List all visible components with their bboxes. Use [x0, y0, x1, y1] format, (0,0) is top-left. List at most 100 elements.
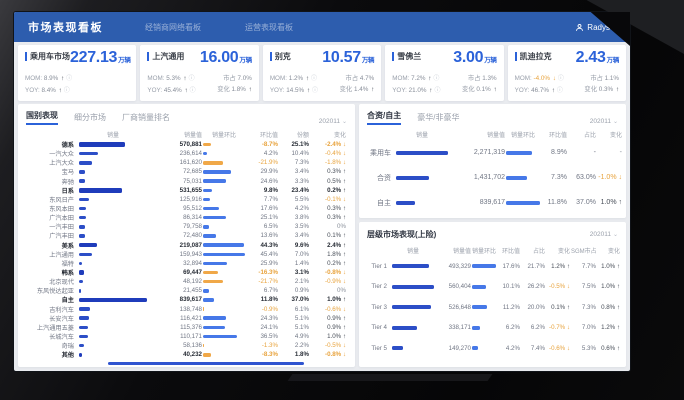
up-arrow-icon: ↑	[428, 75, 432, 83]
share-value: 3.4%	[294, 168, 309, 176]
table-row[interactable]: 奇瑞 58,136 -1.3% 2.2% -0.5% ↓	[26, 341, 347, 350]
table-row[interactable]: 上汽通用五菱 115,376 24.1% 5.1% 0.9% ↑	[26, 323, 347, 332]
share-change: 0.5% ↑	[327, 177, 346, 185]
sales-value: 48,192	[183, 278, 202, 286]
table-row[interactable]: 一汽大众 236,614 4.2% 10.4% -0.4% ↓	[26, 149, 347, 158]
share-change: -0.7% ↓	[549, 324, 570, 332]
mom-value: 6.7%	[263, 287, 278, 295]
row-label: 上汽大众	[49, 160, 74, 168]
table-row[interactable]: 广汽丰田 72,480 13.6% 3.4% 0.1% ↑	[26, 231, 347, 240]
table-row[interactable]: 北京现代 48,192 -21.7% 2.1% -0.9% ↓	[26, 277, 347, 286]
share-change: -0.4% ↓	[325, 150, 346, 158]
mom-bar	[203, 177, 245, 186]
table-row[interactable]: Tier 4 338,171 6.2% 6.2% -0.7% ↓ 7.0% 1.2% ↑	[367, 318, 620, 339]
table-row[interactable]: 奔驰 75,031 24.6% 3.3% 0.5% ↑	[26, 177, 347, 186]
table-row[interactable]: 合资 1,431,702 7.3% 63.0% -1.0% ↓	[367, 165, 622, 190]
column-header: 变化	[609, 133, 622, 139]
table-row[interactable]: Tier 5 149,270 4.2% 7.4% -0.6% ↓ 5.3% 0.6% ↑	[367, 338, 620, 359]
sales-bar	[79, 323, 147, 332]
table-row[interactable]: 其他 40,232 -8.3% 1.8% -0.8% ↓	[26, 350, 347, 359]
mom-bar	[472, 318, 496, 339]
table-row[interactable]: 韩系 69,447 -16.3% 3.1% -0.8% ↓	[26, 268, 347, 277]
sales-bar	[79, 231, 147, 240]
table-row[interactable]: Tier 2 560,404 10.1% 26.2% -0.5% ↓ 7.5% 1.0% ↑	[367, 277, 620, 298]
info-icon[interactable]: ⓘ	[433, 76, 440, 83]
table-row[interactable]: 乘用车 2,271,319 8.9% - -	[367, 140, 622, 165]
table-row[interactable]: 东风日产 125,916 7.7% 5.5% -0.1% ↓	[26, 195, 347, 204]
up-arrow-icon: ↑	[184, 86, 188, 94]
column-header: 销量环比	[211, 133, 236, 139]
table-row[interactable]: 福特 32,894 25.9% 1.4% 0.2% ↑	[26, 259, 347, 268]
row-label: 美系	[61, 242, 74, 250]
table-row[interactable]: 日系 531,655 9.8% 23.4% 0.2% ↑	[26, 186, 347, 195]
table-row[interactable]: 广汽本田 86,314 25.1% 3.8% 0.3% ↑	[26, 213, 347, 222]
sgm-share-change: 1.0% ↑	[601, 283, 620, 291]
table-row[interactable]: 吉利汽车 138,748 -0.9% 6.1% -0.6% ↓	[26, 305, 347, 314]
sales-value: 21,455	[183, 287, 202, 295]
table-row[interactable]: 一汽丰田 79,758 6.5% 3.5% 0%	[26, 222, 347, 231]
right-column: 合资/自主 豪华/非豪华 202011 ⌄ 销量 销量值 销量环比 环比值 占比 变化 乘用…	[359, 104, 626, 367]
mom-bar	[203, 295, 245, 304]
info-icon[interactable]: ⓘ	[189, 87, 196, 94]
share-value: 2.1%	[294, 278, 309, 286]
sales-bar	[396, 140, 448, 165]
table-row[interactable]: 长城汽车 110,171 36.5% 4.9% 1.0% ↑	[26, 332, 347, 341]
share-change: -1.0% ↓	[598, 174, 622, 181]
period-selector[interactable]: 202011 ⌄	[589, 230, 618, 238]
sales-bar	[79, 177, 147, 186]
table-row[interactable]: 宝马 72,685 29.9% 3.4% 0.3% ↑	[26, 167, 347, 176]
row-label: 奔驰	[61, 178, 74, 186]
kpi-share-block: 市占 4.7% 变化 1.4% ↑	[339, 75, 375, 94]
nav-item[interactable]: 经销商网络看板	[145, 22, 201, 32]
tab-oem-sales-ranking[interactable]: 厂商销量排名	[122, 113, 170, 122]
tab-segment-market[interactable]: 细分市场	[74, 113, 106, 122]
mom-value: 29.9%	[260, 168, 278, 176]
table-header: 销量 销量值 销量环比 环比值 占比 变化	[367, 129, 622, 140]
table-row[interactable]: 自主 839,617 11.8% 37.0% 1.0% ↑	[26, 295, 347, 304]
info-icon[interactable]: ⓘ	[556, 87, 563, 94]
kpi-title: 凯迪拉克	[519, 52, 552, 61]
sales-value: 95,512	[183, 205, 202, 213]
up-arrow-icon: ↑	[58, 86, 62, 94]
info-icon[interactable]: ⓘ	[63, 87, 70, 94]
kpi-share-block: 市占 1.3% 变化 0.1% ↑	[462, 75, 497, 94]
info-icon[interactable]: ⓘ	[66, 76, 73, 83]
accent-bar	[392, 52, 395, 61]
sales-bar	[79, 140, 147, 149]
table-row[interactable]: 自主 839,617 11.8% 37.0% 1.0% ↑	[367, 190, 622, 215]
nav-item[interactable]: 运营表现看板	[245, 22, 293, 32]
table-row[interactable]: 上汽通用 159,943 45.4% 7.0% 1.8% ↑	[26, 250, 347, 259]
table-row[interactable]: 德系 570,881 -8.7% 25.1% -2.4% ↓	[26, 140, 347, 149]
horizontal-scrollbar[interactable]	[108, 362, 304, 365]
mom-bar	[472, 338, 496, 359]
sgm-share-value: 7.7%	[581, 262, 596, 270]
table-row[interactable]: 上汽大众 161,620 -21.9% 7.3% -1.8% ↓	[26, 158, 347, 167]
table-row[interactable]: 东风悦达起亚 21,455 6.7% 0.9% 0%	[26, 286, 347, 295]
mom-value: -21.7%	[258, 278, 278, 286]
table-row[interactable]: Tier 3 526,648 11.2% 20.0% 0.1% ↑ 7.3% 0.8% ↑	[367, 297, 620, 318]
column-header: 变化	[333, 133, 346, 139]
sgm-share-change: 0.6% ↑	[601, 344, 620, 352]
row-label: 乘用车	[370, 149, 391, 157]
table-row[interactable]: 东风本田 95,512 17.6% 4.2% 0.3% ↑	[26, 204, 347, 213]
info-icon[interactable]: ⓘ	[312, 87, 319, 94]
tab-country-performance[interactable]: 国别表现	[26, 110, 58, 125]
info-icon[interactable]: ⓘ	[310, 76, 317, 83]
mom-value: 25.1%	[260, 214, 278, 222]
info-icon[interactable]: ⓘ	[434, 87, 441, 94]
row-label: 奇瑞	[61, 343, 74, 351]
period-selector[interactable]: 202011 ⌄	[589, 118, 618, 125]
sales-bar	[79, 204, 147, 213]
table-row[interactable]: 长安汽车 116,421 24.3% 5.1% 0.9% ↑	[26, 314, 347, 323]
info-icon[interactable]: ⓘ	[188, 76, 195, 83]
period-selector[interactable]: 202011 ⌄	[318, 118, 347, 125]
kpi-metric-label: YOY:	[514, 86, 530, 94]
table-row[interactable]: Tier 1 493,329 17.6% 21.7% 1.2% ↑ 7.7% 1.0% ↑	[367, 256, 620, 277]
table-row[interactable]: 美系 219,087 44.3% 9.6% 2.4% ↑	[26, 241, 347, 250]
info-icon[interactable]: ⓘ	[557, 76, 564, 83]
tab-luxury-nonluxury[interactable]: 豪华/非豪华	[417, 113, 460, 122]
mom-bar	[203, 222, 245, 231]
mom-bar	[203, 186, 245, 195]
tab-joint-domestic[interactable]: 合资/自主	[367, 110, 402, 125]
share-change: 0.9% ↑	[327, 314, 346, 322]
